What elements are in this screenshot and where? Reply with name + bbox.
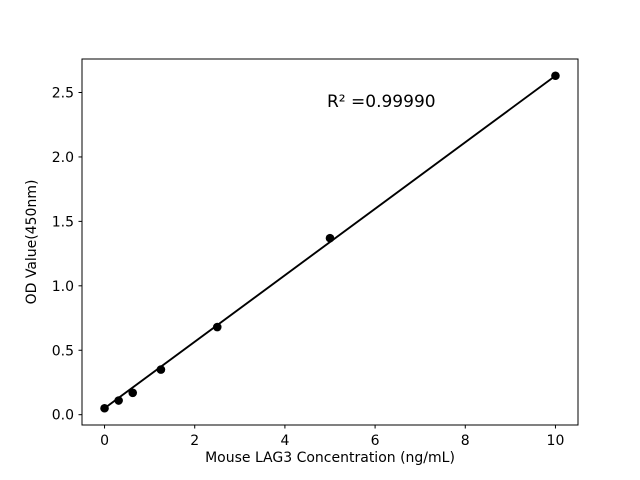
x-tick-label: 4 [280,433,289,449]
data-point [156,365,166,374]
x-tick-label: 6 [371,433,380,449]
y-tick-label: 2.0 [52,150,74,166]
y-tick-label: 1.5 [52,214,74,230]
y-axis-label: OD Value(450nm) [24,180,40,305]
y-tick-label: 0.5 [52,343,74,359]
x-tick-label: 10 [547,433,565,449]
data-point [114,396,123,405]
x-axis-label: Mouse LAG3 Concentration (ng/mL) [205,450,455,466]
plot-frame [81,58,579,426]
y-axis-ticks: 0.0 0.5 1.0 1.5 2.0 2.5 [52,86,82,424]
x-tick-label: 0 [100,433,109,449]
y-tick-label: 0.0 [52,408,74,424]
data-point [325,233,335,243]
data-point [128,388,138,398]
r-squared-annotation: R² =0.99990 [327,92,436,112]
data-point [212,322,222,332]
x-tick-label: 2 [190,433,199,449]
data-point [551,71,560,81]
data-points [100,71,560,413]
x-tick-label: 8 [461,433,470,449]
x-axis-ticks: 0 2 4 6 8 10 [100,425,564,449]
data-point [100,403,109,413]
y-tick-label: 2.5 [52,86,74,102]
y-tick-label: 1.0 [52,279,74,295]
